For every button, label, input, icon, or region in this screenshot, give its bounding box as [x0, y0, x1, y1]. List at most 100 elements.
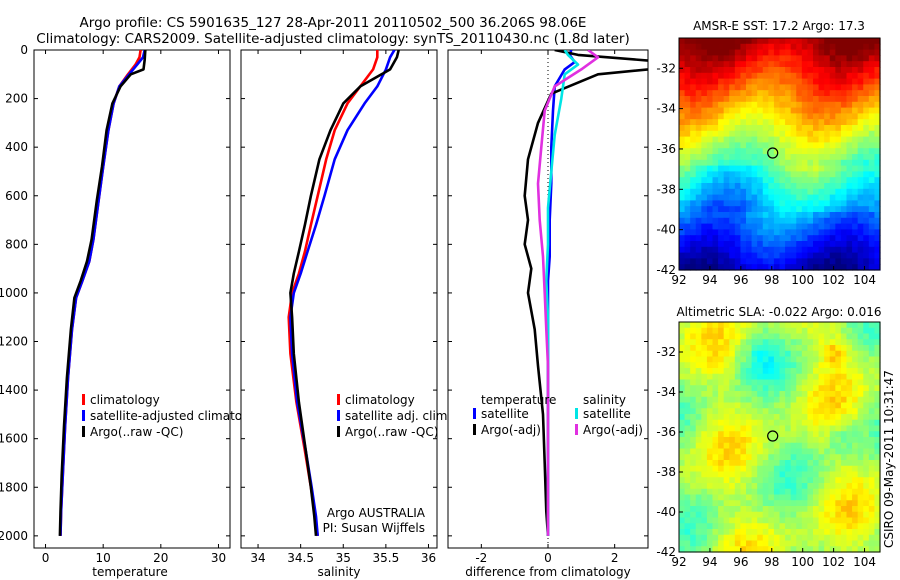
heatmap-cell — [790, 72, 797, 80]
heatmap-cell — [706, 159, 714, 167]
heatmap-cell — [740, 212, 747, 219]
heatmap-cell — [779, 188, 786, 196]
heatmap-cell — [796, 523, 803, 530]
heatmap-cell — [695, 148, 702, 155]
heatmap-cell — [706, 431, 714, 438]
heatmap-cell — [768, 67, 775, 74]
heatmap-cell — [751, 511, 758, 519]
heatmap-cell — [796, 419, 803, 427]
heatmap-cell — [762, 96, 769, 103]
heatmap-cell — [790, 171, 797, 178]
heatmap-cell — [857, 212, 864, 219]
heatmap-cell — [785, 448, 792, 455]
map-y-tick-label: -32 — [656, 345, 676, 359]
heatmap-cell — [773, 356, 781, 363]
heatmap-cell — [796, 217, 803, 225]
heatmap-cell — [734, 177, 742, 184]
heatmap-cell — [801, 546, 809, 553]
heatmap-cell — [801, 431, 809, 438]
heatmap-cell — [868, 177, 876, 184]
heatmap-cell — [807, 165, 814, 172]
heatmap-cell — [868, 333, 876, 340]
heatmap-cell — [785, 246, 792, 254]
heatmap-cell — [796, 125, 803, 132]
heatmap-cell — [829, 125, 836, 132]
heatmap-cell — [813, 183, 820, 190]
heatmap-cell — [868, 506, 876, 513]
heatmap-cell — [695, 223, 702, 230]
heatmap-cell — [813, 38, 820, 45]
heatmap-cell — [868, 49, 876, 56]
heatmap-cell — [790, 322, 797, 329]
heatmap-cell — [695, 414, 702, 421]
heatmap-cell — [701, 442, 708, 450]
heatmap-cell — [695, 396, 702, 404]
heatmap-cell — [835, 107, 842, 114]
heatmap-cell — [757, 419, 764, 427]
heatmap-cell — [857, 362, 864, 369]
heatmap-cell — [846, 368, 853, 375]
heatmap-cell — [768, 419, 775, 427]
heatmap-cell — [773, 159, 781, 167]
heatmap-cell — [679, 356, 686, 363]
heatmap-cell — [712, 327, 719, 335]
heatmap-cell — [679, 488, 686, 496]
heatmap-cell — [746, 136, 753, 143]
heatmap-cell — [835, 356, 842, 363]
heatmap-cell — [779, 200, 786, 207]
heatmap-cell — [818, 177, 825, 184]
heatmap-cell — [723, 223, 730, 230]
heatmap-cell — [723, 55, 730, 62]
heatmap-cell — [801, 460, 809, 467]
heatmap-cell — [840, 183, 848, 190]
heatmap-cell — [684, 177, 691, 184]
heatmap-cell — [824, 113, 831, 120]
heatmap-cell — [757, 414, 764, 421]
heatmap-cell — [801, 78, 809, 85]
heatmap-cell — [852, 61, 859, 68]
heatmap-cell — [701, 72, 708, 80]
heatmap-cell — [712, 61, 719, 68]
heatmap-cell — [723, 200, 730, 207]
heatmap-cell — [840, 78, 848, 85]
heatmap-cell — [868, 471, 876, 478]
heatmap-cell — [773, 540, 781, 547]
heatmap-cell — [718, 223, 725, 230]
heatmap-cell — [818, 523, 825, 530]
heatmap-cell — [829, 362, 836, 369]
heatmap-cell — [729, 78, 736, 85]
heatmap-cell — [712, 38, 719, 45]
heatmap-cell — [807, 460, 814, 467]
heatmap-cell — [824, 483, 831, 490]
heatmap-cell — [852, 414, 859, 421]
heatmap-cell — [852, 511, 859, 519]
heatmap-cell — [706, 183, 714, 190]
heatmap-cell — [712, 494, 719, 501]
heatmap-cell — [712, 483, 719, 490]
heatmap-cell — [740, 529, 747, 536]
heatmap-cell — [701, 235, 708, 242]
heatmap-cell — [785, 488, 792, 496]
heatmap-cell — [852, 437, 859, 444]
heatmap-cell — [740, 55, 747, 62]
heatmap-cell — [852, 454, 859, 461]
heatmap-cell — [740, 465, 747, 473]
heatmap-cell — [785, 373, 792, 381]
heatmap-cell — [706, 154, 714, 161]
heatmap-cell — [723, 183, 730, 190]
heatmap-cell — [706, 171, 714, 178]
heatmap-cell — [740, 523, 747, 530]
heatmap-cell — [701, 391, 708, 398]
heatmap-cell — [807, 345, 814, 352]
heatmap-cell — [751, 402, 758, 409]
heatmap-cell — [695, 483, 702, 490]
heatmap-cell — [679, 159, 686, 167]
heatmap-cell — [868, 223, 876, 230]
heatmap-cell — [785, 442, 792, 450]
heatmap-cell — [712, 402, 719, 409]
heatmap-cell — [723, 322, 730, 329]
heatmap-cell — [807, 159, 814, 167]
heatmap-cell — [874, 78, 881, 85]
heatmap-cell — [801, 55, 809, 62]
heatmap-cell — [835, 506, 842, 513]
